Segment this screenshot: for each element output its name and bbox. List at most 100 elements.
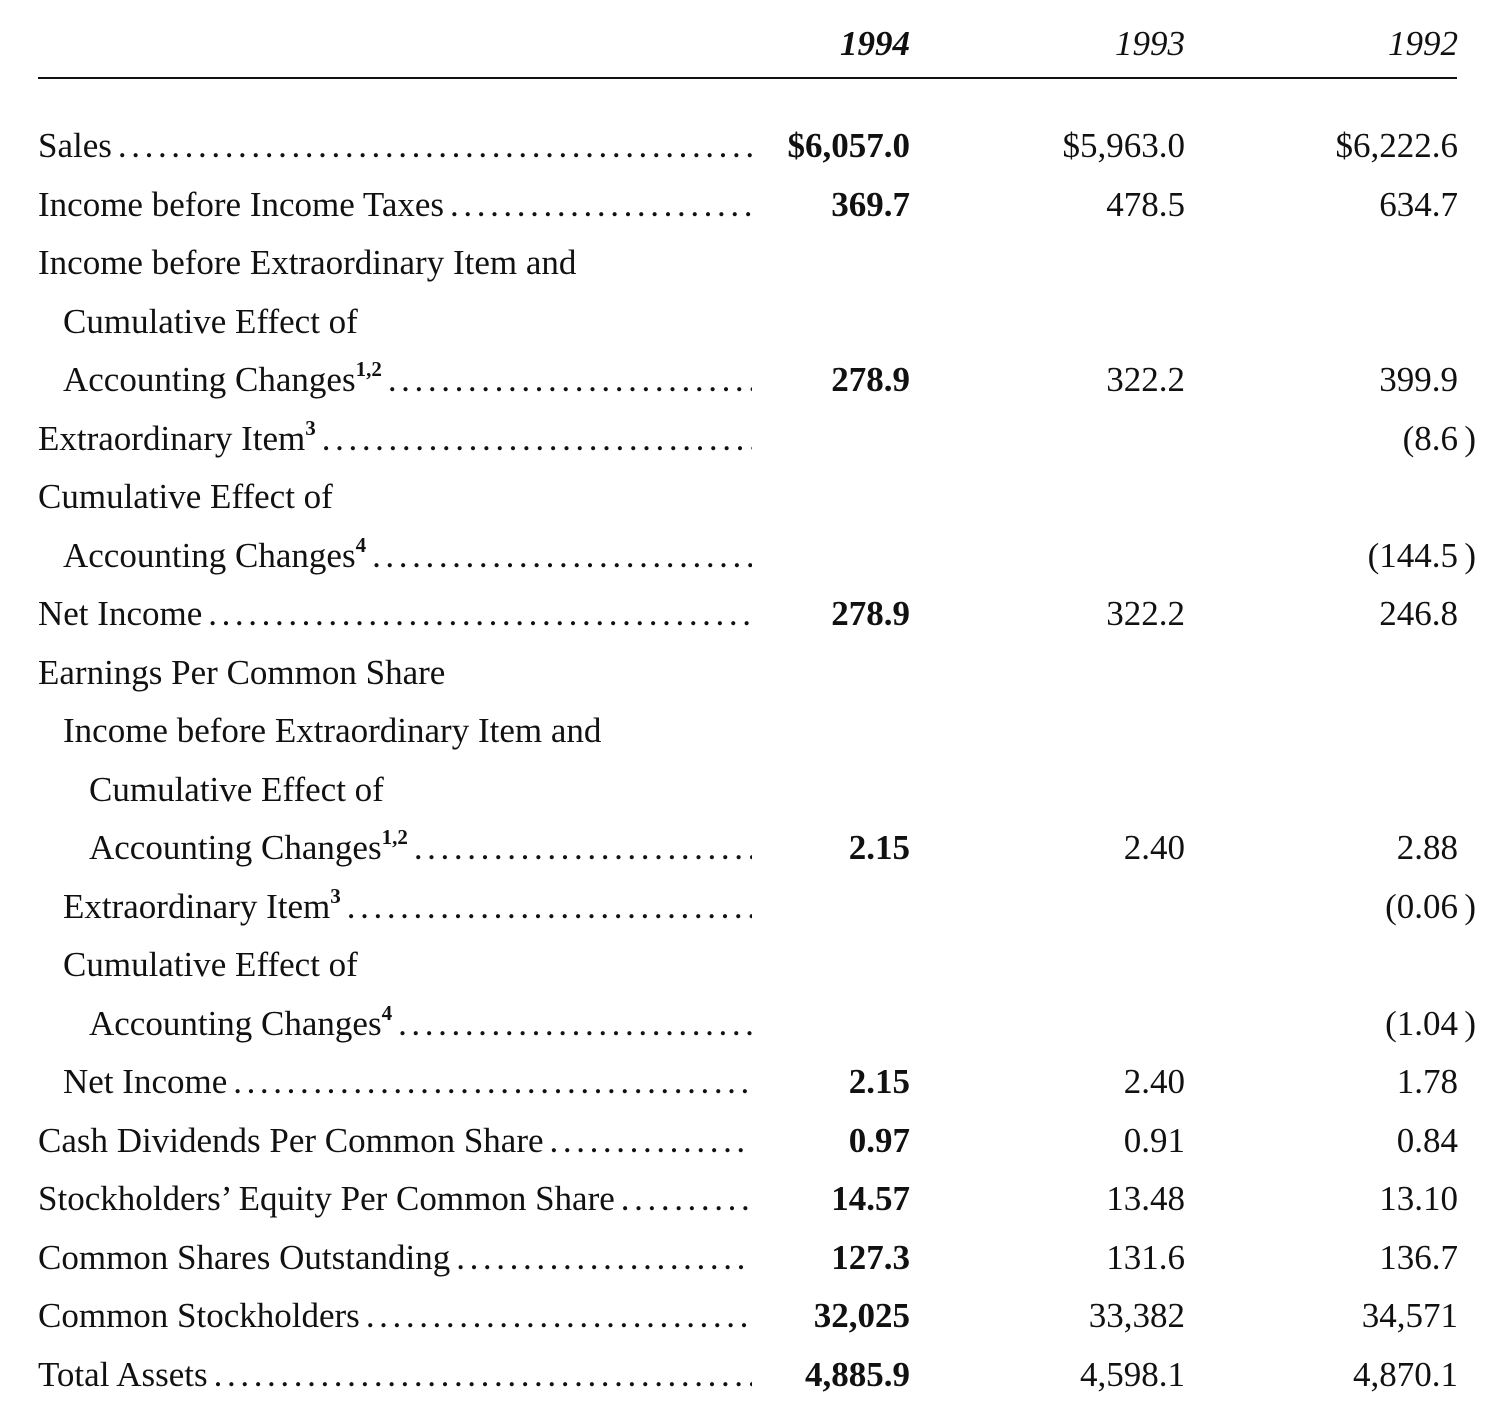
table-row: Common Shares Outstanding...............… xyxy=(0,1229,1503,1287)
table-row: Stockholders’ Equity Per Common Share...… xyxy=(0,1170,1503,1228)
row-label: Common Stockholders.....................… xyxy=(38,1287,752,1345)
dot-leader: ........................................… xyxy=(549,1120,752,1160)
row-label: Accounting Changes1,2...................… xyxy=(63,351,752,409)
value-cell-year-3: $6,222.6 xyxy=(1335,126,1459,165)
dot-leader: ........................................… xyxy=(450,184,752,224)
row-label-text: Net Income xyxy=(38,585,202,643)
table-row: Cumulative Effect of xyxy=(0,761,1503,819)
dot-leader: ........................................… xyxy=(413,828,752,867)
value-cell-year-3: (144.5) xyxy=(1238,527,1476,585)
value-cell-year-1: 4,885.9 xyxy=(805,1354,910,1394)
value-cell-year-3: 2.88 xyxy=(1396,828,1458,867)
value-cell-year-1 xyxy=(690,702,910,760)
row-label-text: Cumulative Effect of xyxy=(89,761,384,819)
footnote-marker: 1,2 xyxy=(381,824,408,849)
footnote-marker: 3 xyxy=(305,415,316,440)
row-label-main: Total Assets xyxy=(38,1354,208,1394)
value-cell-year-2 xyxy=(965,293,1185,351)
row-label-text: Common Stockholders xyxy=(38,1287,360,1345)
row-label-main: Accounting Changes xyxy=(63,535,356,575)
value-cell-year-2: 478.5 xyxy=(1106,184,1185,224)
row-label-text: Stockholders’ Equity Per Common Share xyxy=(38,1170,615,1228)
value-cell-year-2 xyxy=(965,702,1185,760)
value-cell-year-2 xyxy=(965,936,1185,994)
row-label: Cumulative Effect of xyxy=(63,293,752,351)
row-label-main: Cumulative Effect of xyxy=(89,769,384,809)
value-cell-year-3: (1.04) xyxy=(1238,995,1476,1053)
table-row: Accounting Changes1,2...................… xyxy=(0,819,1503,877)
value-cell-year-3: 399.9 xyxy=(1379,360,1458,399)
negative-value-wrap: (1.04 xyxy=(1385,1003,1458,1043)
value-cell-year-1: 32,025 xyxy=(813,1296,910,1335)
footnote-marker: 1,2 xyxy=(355,356,382,381)
value-cell-year-2: 0.91 xyxy=(1123,1120,1185,1160)
value-cell-year-3 xyxy=(1238,293,1458,351)
value-cell-year-2: 2.40 xyxy=(1123,828,1185,867)
table-row: Extraordinary Item3.....................… xyxy=(0,410,1503,468)
negative-value-wrap: (0.06 xyxy=(1385,886,1458,926)
value-cell-year-3 xyxy=(1238,644,1458,702)
value-cell-year-3: 1.78 xyxy=(1396,1062,1458,1101)
dot-leader: ........................................… xyxy=(208,594,752,633)
row-label: Cash Dividends Per Common Share.........… xyxy=(38,1112,752,1170)
footnote-marker: 4 xyxy=(355,532,367,557)
table-row: Accounting Changes1,2...................… xyxy=(0,351,1503,409)
row-label: Total Assets............................… xyxy=(38,1346,752,1404)
column-header-year-1: 1994 xyxy=(840,24,910,63)
value-cell-year-2: 322.2 xyxy=(1106,594,1185,633)
value-cell-year-3: 136.7 xyxy=(1379,1237,1458,1277)
row-label-main: Income before Extraordinary Item and xyxy=(63,711,602,750)
table-row: Net Income..............................… xyxy=(0,585,1503,643)
header-rule xyxy=(38,77,1457,79)
value-cell-year-3: 34,571 xyxy=(1361,1296,1458,1335)
dot-leader: ........................................… xyxy=(372,535,752,575)
value-cell-year-1: 127.3 xyxy=(831,1237,910,1277)
row-label: Accounting Changes1,2...................… xyxy=(89,819,752,877)
table-row: Accounting Changes4.....................… xyxy=(0,527,1503,585)
row-label-main: Net Income xyxy=(38,594,203,633)
value-cell-year-3: 4,870.1 xyxy=(1353,1354,1458,1394)
dot-leader: ........................................… xyxy=(321,418,752,458)
dot-leader: ........................................… xyxy=(398,1003,752,1043)
row-label: Cumulative Effect of xyxy=(63,936,752,994)
row-label-text: Cumulative Effect of xyxy=(63,936,358,994)
row-label-main: Cash Dividends Per Common Share xyxy=(38,1120,544,1160)
dot-leader: ........................................… xyxy=(233,1062,752,1101)
row-label-text: Income before Extraordinary Item and xyxy=(38,234,576,292)
row-label-main: Earnings Per Common Share xyxy=(38,652,446,692)
row-label-text: Sales xyxy=(38,117,112,175)
value-cell-year-1 xyxy=(690,527,910,585)
dot-leader: ........................................… xyxy=(365,1296,752,1335)
row-label-text: Earnings Per Common Share xyxy=(38,644,445,702)
value-cell-year-2 xyxy=(965,878,1185,936)
row-label-main: Cumulative Effect of xyxy=(63,945,358,984)
value-cell-year-2 xyxy=(965,527,1185,585)
value-cell-year-1 xyxy=(690,995,910,1053)
row-label-main: Cumulative Effect of xyxy=(38,477,333,516)
row-label-main: Accounting Changes xyxy=(89,1003,382,1043)
value-cell-year-1 xyxy=(690,468,910,526)
value-cell-year-1: 2.15 xyxy=(848,828,910,867)
row-label: Sales...................................… xyxy=(38,117,752,175)
value-cell-year-3 xyxy=(1238,234,1458,292)
value-cell-year-1: 278.9 xyxy=(831,360,910,399)
value-cell-year-3 xyxy=(1238,702,1458,760)
value-cell-year-2: 131.6 xyxy=(1106,1237,1185,1277)
row-label: Income before Extraordinary Item and xyxy=(38,234,752,292)
value-cell-year-3: 634.7 xyxy=(1379,184,1458,224)
row-label: Earnings Per Common Share xyxy=(38,644,752,702)
row-label-main: Accounting Changes xyxy=(89,828,382,867)
row-label-text: Accounting Changes4 xyxy=(63,527,366,585)
column-header-year-3: 1992 xyxy=(1388,24,1458,63)
row-label-text: Cumulative Effect of xyxy=(38,468,333,526)
value-cell-year-1 xyxy=(690,293,910,351)
negative-value-wrap: (144.5 xyxy=(1367,535,1458,575)
value-cell-year-3 xyxy=(1238,761,1458,819)
table-row: Earnings Per Common Share xyxy=(0,644,1503,702)
row-label: Accounting Changes4.....................… xyxy=(89,995,752,1053)
table-row: Income before Extraordinary Item and xyxy=(0,234,1503,292)
value-cell-year-1: $6,057.0 xyxy=(787,126,911,165)
table-row: Income before Extraordinary Item and xyxy=(0,702,1503,760)
closing-paren: ) xyxy=(1464,535,1476,575)
